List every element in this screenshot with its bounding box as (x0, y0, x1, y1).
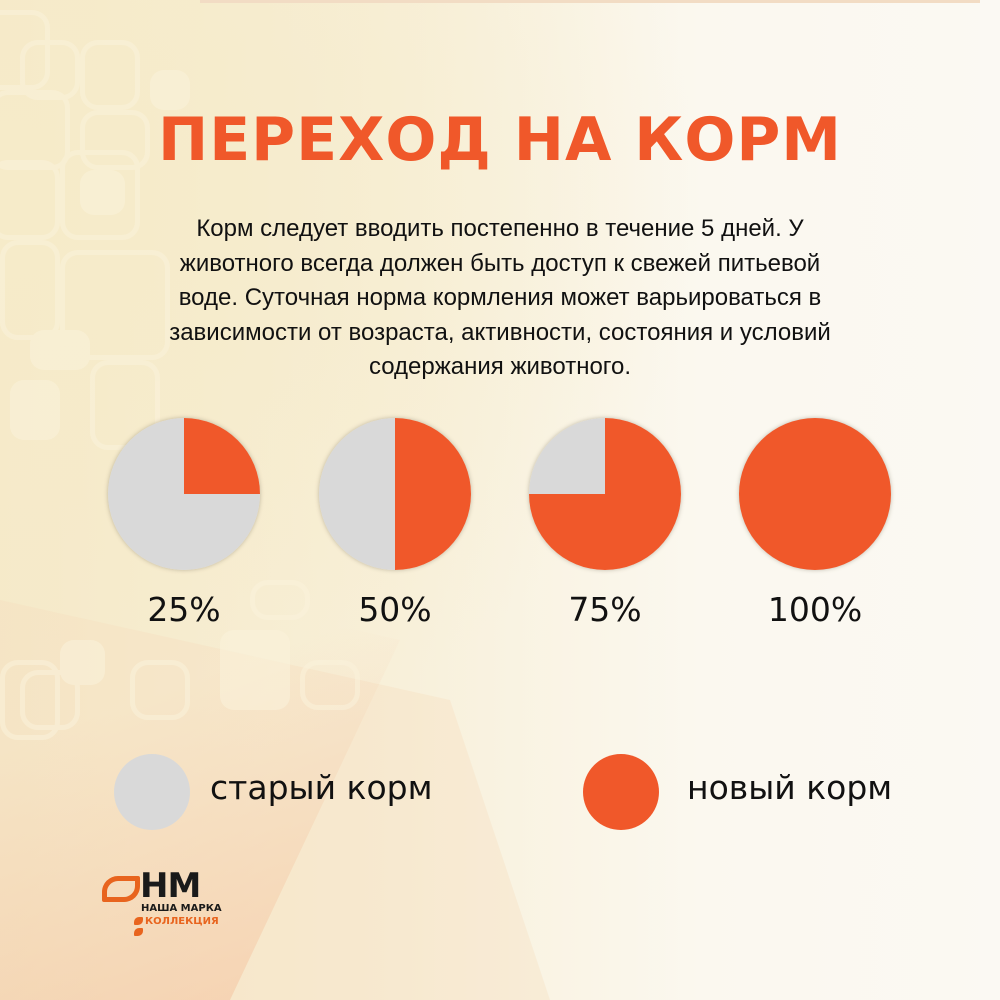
pie-chart-25 (108, 418, 260, 570)
description-line: зависимости от возраста, активности, сос… (169, 318, 831, 346)
description-line: содержания животного. (368, 353, 632, 380)
leaf-icon (134, 928, 143, 936)
pie-chart-50 (319, 418, 471, 570)
leaf-logo-icon (102, 876, 140, 902)
legend-new-food-swatch (583, 754, 659, 830)
legend-old-food-swatch (114, 754, 190, 830)
pie-label-50: 50% (358, 590, 432, 629)
pie-label-75: 75% (568, 590, 642, 629)
leaf-icon (134, 917, 143, 925)
description-line: воде. Суточная норма кормления может вар… (178, 284, 822, 311)
logo-collection: КОЛЛЕКЦИЯ (132, 916, 230, 938)
background-pattern (0, 0, 600, 760)
brand-logo: НМ НАША МАРКА КОЛЛЕКЦИЯ (100, 866, 230, 942)
pie-chart-75 (529, 418, 681, 570)
pie-chart-100 (739, 418, 891, 570)
legend-new-food-label: новый корм (687, 768, 893, 807)
description-line: животного всегда должен быть доступ к св… (179, 249, 821, 277)
legend-old-food-label: старый корм (210, 768, 433, 807)
page-title: ПЕРЕХОД НА КОРМ (157, 105, 843, 175)
description: Корм следует вводить постепенно в течени… (120, 212, 880, 385)
top-strip (200, 0, 980, 3)
description-line: Корм следует вводить постепенно в течени… (196, 215, 804, 242)
pie-label-25: 25% (147, 590, 221, 629)
pie-label-100: 100% (767, 590, 863, 629)
logo-collection-text: КОЛЛЕКЦИЯ (145, 916, 219, 927)
logo-brand-name: НАША МАРКА (141, 903, 222, 914)
logo-mark-text: НМ (140, 866, 201, 906)
